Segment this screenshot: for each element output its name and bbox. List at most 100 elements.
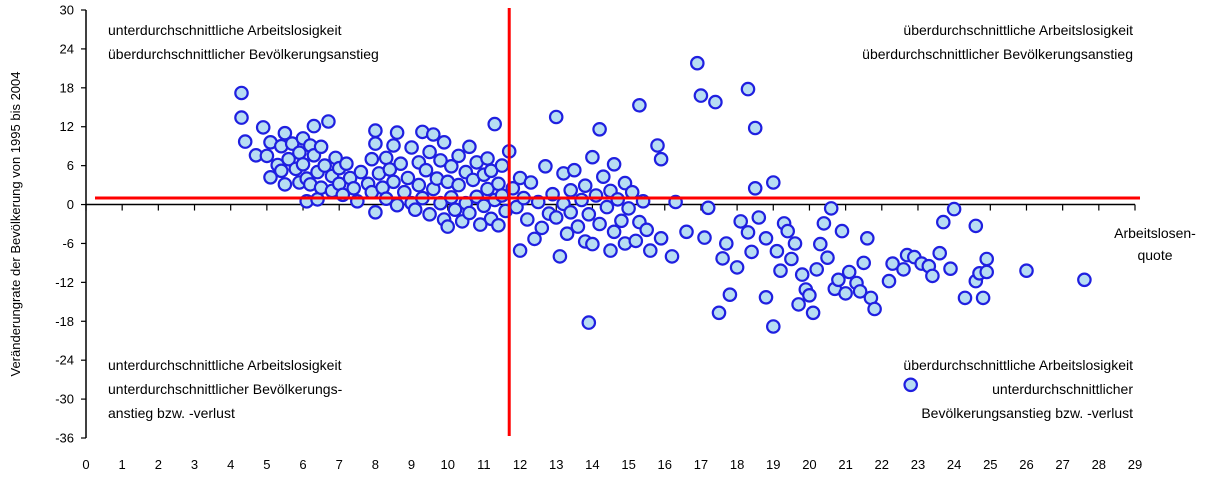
x-tick-label: 4 xyxy=(227,457,234,472)
quadrant-label-top-right: überdurchschnittlicher Bevölkerungsansti… xyxy=(862,46,1133,62)
x-tick-label: 29 xyxy=(1128,457,1142,472)
data-point xyxy=(700,200,716,216)
data-point xyxy=(794,267,810,282)
x-tick-label: 3 xyxy=(191,457,198,472)
data-point xyxy=(317,158,332,173)
x-tick-label: 14 xyxy=(585,457,599,472)
y-tick-label: 0 xyxy=(67,197,74,212)
data-point xyxy=(259,148,275,164)
x-tick-label: 28 xyxy=(1092,457,1106,472)
data-point xyxy=(234,110,249,125)
data-point xyxy=(574,192,589,208)
x-tick-label: 27 xyxy=(1055,457,1069,472)
data-point xyxy=(628,233,644,249)
quadrant-label-bottom-left: anstieg bzw. -verlust xyxy=(108,405,235,421)
x-tick-label: 11 xyxy=(477,457,491,472)
data-point xyxy=(263,170,278,185)
quadrant-label-bottom-right: überdurchschnittliche Arbeitslosigkeit xyxy=(903,357,1133,373)
data-point xyxy=(722,287,738,302)
data-point xyxy=(433,153,448,168)
data-point xyxy=(823,201,839,216)
data-point xyxy=(577,178,593,193)
data-point xyxy=(834,223,850,239)
data-point xyxy=(715,251,730,266)
data-point xyxy=(650,138,665,153)
data-point xyxy=(979,251,994,267)
data-point xyxy=(462,205,477,221)
x-tick-label: 15 xyxy=(621,457,635,472)
data-point xyxy=(273,163,289,179)
data-point xyxy=(563,183,578,198)
x-tick-label: 9 xyxy=(408,457,415,472)
data-point xyxy=(386,174,401,190)
x-tick-label: 1 xyxy=(119,457,126,472)
data-point xyxy=(237,134,253,149)
data-point xyxy=(559,226,575,241)
data-point xyxy=(729,260,745,275)
y-tick-label: 24 xyxy=(60,41,74,56)
data-point xyxy=(581,315,597,330)
data-point xyxy=(642,243,658,258)
data-point xyxy=(368,205,383,220)
data-point xyxy=(773,263,788,278)
data-point xyxy=(472,217,488,232)
data-point xyxy=(393,156,408,171)
x-tick-label: 10 xyxy=(440,457,454,472)
data-point xyxy=(411,177,427,193)
data-point xyxy=(563,205,578,220)
data-point xyxy=(389,125,405,140)
data-point xyxy=(295,157,311,172)
data-point xyxy=(621,201,636,216)
data-point xyxy=(491,176,506,192)
data-point xyxy=(422,207,437,222)
data-point xyxy=(313,139,329,155)
data-point xyxy=(708,94,723,110)
x-axis-label: quote xyxy=(1137,247,1172,263)
data-point xyxy=(451,148,466,164)
data-point xyxy=(368,123,383,138)
x-tick-label: 24 xyxy=(947,457,961,472)
y-tick-label: 30 xyxy=(60,3,74,18)
data-point xyxy=(462,139,477,155)
data-point xyxy=(838,286,853,301)
quadrant-label-bottom-right: unterdurchschnittlicher xyxy=(992,381,1133,397)
data-point xyxy=(820,250,835,266)
data-point xyxy=(747,181,763,196)
data-point xyxy=(653,231,669,246)
data-point xyxy=(480,151,495,166)
data-point xyxy=(538,159,553,174)
data-point xyxy=(867,301,882,317)
data-point xyxy=(389,197,405,213)
data-point xyxy=(570,219,586,234)
x-tick-label: 23 xyxy=(911,457,925,472)
data-point xyxy=(422,144,437,160)
data-point xyxy=(935,214,951,230)
x-tick-label: 12 xyxy=(513,457,527,472)
data-point xyxy=(581,207,597,222)
data-point xyxy=(903,377,918,393)
data-point xyxy=(946,201,962,217)
data-point xyxy=(802,287,817,303)
data-point xyxy=(852,284,868,299)
data-point xyxy=(925,268,940,284)
data-point xyxy=(585,236,600,252)
data-point xyxy=(603,243,618,258)
data-point xyxy=(809,262,824,277)
data-point xyxy=(856,255,871,271)
quadrant-label-top-left: überdurchschnittlicher Bevölkerungsansti… xyxy=(108,46,379,62)
data-point xyxy=(281,151,296,167)
data-point xyxy=(425,127,441,142)
data-point xyxy=(494,158,510,173)
data-point xyxy=(805,305,821,321)
data-point xyxy=(447,202,463,217)
data-point xyxy=(451,177,466,193)
quadrant-label-bottom-left: unterdurchschnittlicher Bevölkerungs- xyxy=(108,381,343,397)
data-point xyxy=(697,230,712,245)
data-point xyxy=(476,198,492,214)
data-point xyxy=(487,116,502,132)
data-point xyxy=(653,151,669,167)
y-tick-label: 12 xyxy=(60,119,74,134)
y-tick-label: -30 xyxy=(55,392,74,407)
data-point xyxy=(765,175,781,190)
x-tick-label: 19 xyxy=(766,457,780,472)
